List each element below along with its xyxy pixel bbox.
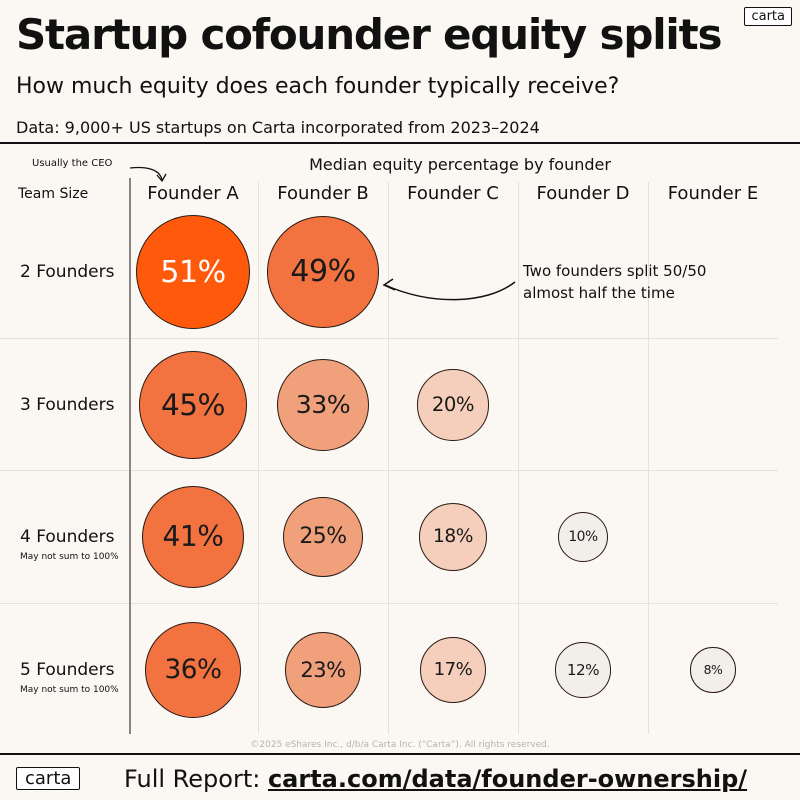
column-header-founder-c: Founder C: [407, 183, 499, 204]
bubble-3-founders-founder-a: 45%: [139, 351, 247, 459]
ceo-annotation: Usually the CEO: [32, 158, 113, 169]
page-title: Startup cofounder equity splits: [16, 10, 722, 59]
bubble-4-founders-founder-b: 25%: [283, 497, 363, 577]
row-note-5-founders: May not sum to 100%: [20, 685, 119, 695]
split-annotation-line-2: almost half the time: [523, 284, 675, 302]
row-label-4-founders: 4 Founders: [20, 527, 115, 547]
gridline-horizontal: [0, 338, 778, 339]
bubble-5-founders-founder-e: 8%: [690, 647, 736, 693]
bubble-5-founders-founder-c: 17%: [420, 637, 486, 703]
gridline-vertical: [258, 182, 259, 734]
carta-logo-footer[interactable]: carta: [16, 767, 81, 790]
gridline-vertical: [648, 182, 649, 734]
bubble-2-founders-founder-b: 49%: [267, 216, 379, 328]
header-divider: [0, 142, 800, 144]
row-label-2-founders: 2 Founders: [20, 262, 115, 282]
bubble-4-founders-founder-d: 10%: [557, 511, 609, 563]
split-annotation: Two founders split 50/50 almost half the…: [523, 260, 706, 304]
split-arrowhead-icon: [382, 278, 396, 291]
data-source-note: Data: 9,000+ US startups on Carta incorp…: [16, 118, 540, 137]
bubble-5-founders-founder-a: 36%: [145, 622, 241, 718]
gridline-vertical: [518, 182, 519, 734]
page-subtitle: How much equity does each founder typica…: [16, 74, 620, 99]
split-arrow-icon: [384, 281, 516, 301]
column-header-founder-e: Founder E: [667, 183, 759, 204]
chart-title: Median equity percentage by founder: [309, 155, 611, 174]
gridline-horizontal: [0, 603, 778, 604]
bubble-4-founders-founder-a: 41%: [141, 485, 245, 589]
full-report-text: Full Report:: [124, 765, 261, 793]
bubble-5-founders-founder-b: 23%: [284, 631, 362, 709]
bubble-3-founders-founder-c: 20%: [417, 369, 489, 441]
gridline-vertical: [388, 182, 389, 734]
carta-logo[interactable]: carta: [744, 7, 792, 26]
full-report-link[interactable]: carta.com/data/founder-ownership/: [267, 765, 748, 793]
bubble-4-founders-founder-c: 18%: [419, 503, 487, 571]
ceo-arrowhead-icon: [156, 173, 167, 183]
column-header-founder-d: Founder D: [536, 183, 630, 204]
column-header-founder-a: Founder A: [147, 183, 239, 204]
gridline-horizontal: [0, 470, 778, 471]
row-note-4-founders: May not sum to 100%: [20, 552, 119, 562]
row-header: Team Size: [18, 186, 89, 202]
row-label-5-founders: 5 Founders: [20, 660, 115, 680]
footer-divider: [0, 753, 800, 755]
column-header-founder-b: Founder B: [277, 183, 369, 204]
row-label-3-founders: 3 Founders: [20, 395, 115, 415]
copyright-notice: ©2025 eShares Inc., d/b/a Carta Inc. (“C…: [250, 740, 550, 750]
bubble-2-founders-founder-a: 51%: [136, 215, 250, 329]
full-report-label: Full Report: carta.com/data/founder-owne…: [124, 765, 747, 793]
row-label-axis: [129, 178, 131, 734]
ceo-arrow-icon: [129, 166, 163, 181]
bubble-5-founders-founder-d: 12%: [555, 642, 611, 698]
split-annotation-line-1: Two founders split 50/50: [523, 262, 707, 280]
bubble-3-founders-founder-b: 33%: [277, 359, 369, 451]
